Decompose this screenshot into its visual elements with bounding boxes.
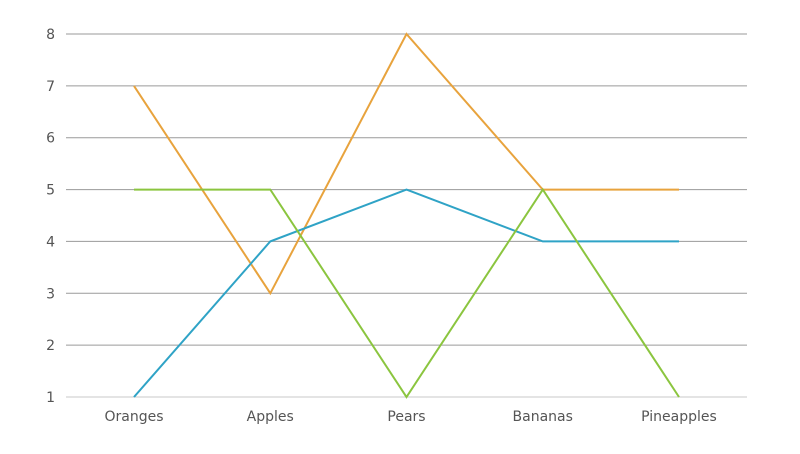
- x-tick-label: Oranges: [104, 409, 163, 425]
- series-lines: [133, 32, 680, 399]
- x-tick-label: Bananas: [513, 409, 573, 425]
- x-tick-label: Apples: [247, 409, 294, 425]
- y-tick-label: 8: [46, 27, 55, 43]
- y-tick-label: 5: [46, 183, 55, 199]
- y-tick-label: 2: [46, 338, 55, 354]
- y-tick-label: 3: [46, 286, 55, 302]
- series-line-3: [134, 187, 680, 399]
- series-line-1: [133, 32, 679, 296]
- x-tick-label: Pears: [387, 409, 425, 425]
- y-tick-label: 4: [46, 234, 55, 250]
- y-tick-label: 6: [46, 131, 55, 147]
- tick-labels: 1 2 3 4 5 6 7 8 Oranges Apples Pears Bananas Pineapp…: [46, 27, 717, 425]
- y-tick-label: 7: [46, 79, 55, 95]
- series-line-2: [133, 188, 679, 398]
- y-tick-label: 1: [46, 390, 55, 406]
- x-tick-label: Pineapples: [641, 409, 717, 425]
